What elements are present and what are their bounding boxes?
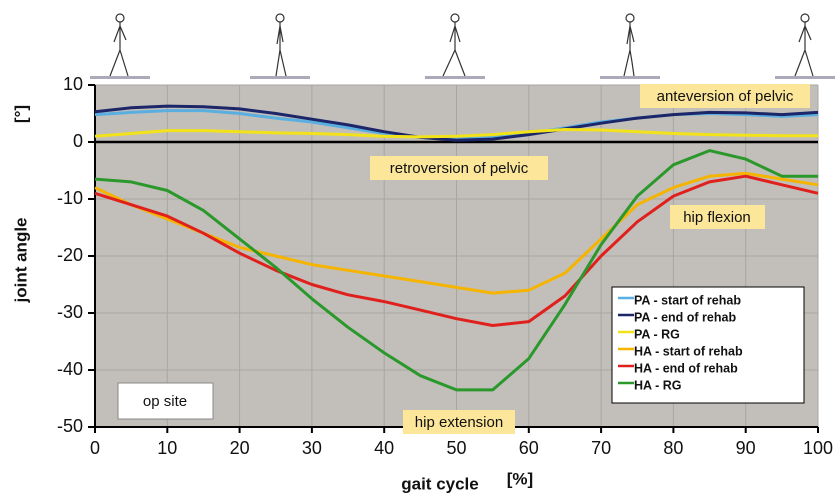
x-tick-label: 90 [736, 438, 756, 458]
x-tick-label: 10 [157, 438, 177, 458]
x-tick-label: 70 [591, 438, 611, 458]
series-line [94, 174, 819, 327]
series-line [94, 171, 819, 295]
series-line [94, 104, 819, 142]
annotation: hip extension [403, 410, 515, 434]
y-tick-label: -20 [57, 245, 83, 265]
legend-label: PA - end of rehab [634, 310, 736, 324]
legend-box [611, 286, 805, 404]
x-tick-label: 50 [446, 438, 466, 458]
figure [425, 13, 485, 79]
annotation: op site [117, 382, 214, 420]
annotation-text: anteversion of pelvic [657, 88, 794, 105]
x-tick-label: 60 [519, 438, 539, 458]
walking-figures [90, 13, 835, 79]
x-tick-label: 20 [230, 438, 250, 458]
annotation-text: hip extension [415, 414, 503, 431]
y-tick-label: -30 [57, 302, 83, 322]
y-tick-label: -10 [57, 188, 83, 208]
legend-label: HA - start of rehab [634, 344, 743, 358]
legend-label: HA - end of rehab [634, 361, 738, 375]
legend-label: PA - RG [634, 327, 680, 341]
x-tick-label: 30 [302, 438, 322, 458]
annotation-text: op site [143, 393, 187, 410]
figure [775, 13, 835, 79]
x-tick-label: 0 [90, 438, 100, 458]
x-axis-label: gait cycle [401, 474, 479, 493]
y-tick-label: 10 [63, 74, 83, 94]
annotation-text: retroversion of pelvic [390, 160, 529, 177]
annotation: retroversion of pelvic [370, 156, 548, 180]
legend: PA - start of rehab PA - end of rehab PA -… [611, 286, 805, 404]
figure [250, 13, 310, 79]
x-tick-label: 100 [803, 438, 833, 458]
annotation-text: hip flexion [683, 209, 751, 226]
y-tick-label: 0 [73, 131, 83, 151]
y-axis-label-top: [°] [11, 105, 30, 123]
x-tick-label: 40 [374, 438, 394, 458]
y-tick-label: -40 [57, 359, 83, 379]
series-line [94, 149, 818, 392]
x-axis-unit: [%] [507, 469, 533, 488]
annotation: anteversion of pelvic [640, 84, 810, 108]
y-tick-label: -50 [57, 416, 83, 436]
y-axis-label: joint angle [11, 218, 30, 304]
series-line [94, 128, 818, 139]
figure [90, 13, 150, 79]
legend-label: HA - RG [634, 378, 681, 392]
figure [600, 13, 660, 79]
x-tick-label: 80 [663, 438, 683, 458]
legend-label: PA - start of rehab [634, 293, 741, 307]
annotation: hip flexion [670, 205, 765, 229]
